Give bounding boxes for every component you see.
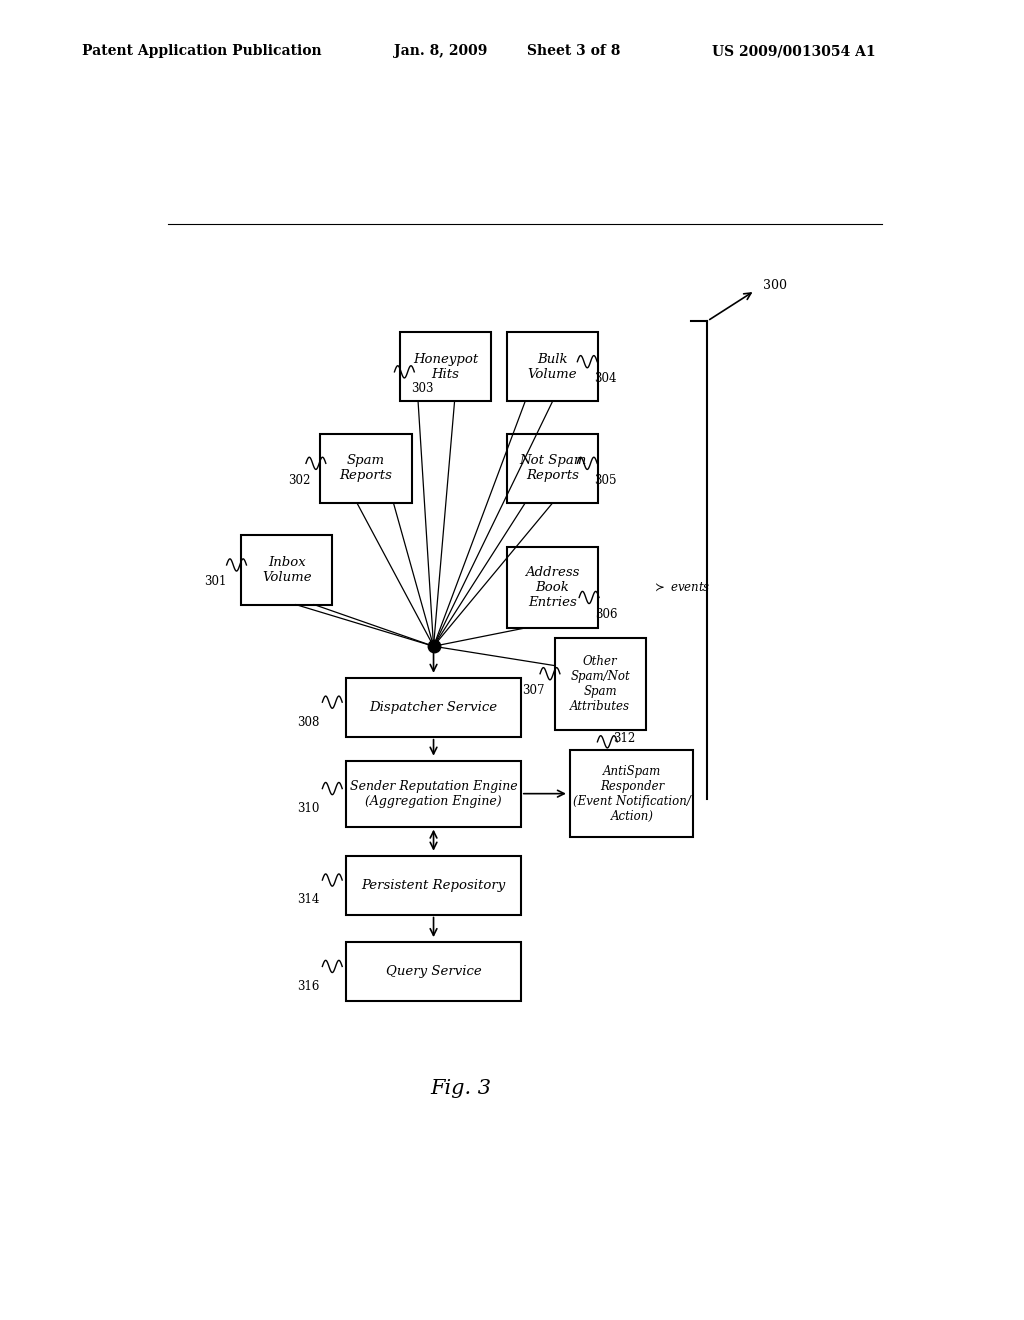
Text: 307: 307	[522, 684, 545, 697]
Text: $\succ$ events: $\succ$ events	[652, 581, 711, 594]
Bar	[346, 855, 521, 915]
Text: Other
Spam/Not
Spam
Attributes: Other Spam/Not Spam Attributes	[570, 655, 630, 713]
Text: Not Spam
Reports: Not Spam Reports	[519, 454, 587, 482]
Text: 308: 308	[297, 715, 319, 729]
Bar	[241, 536, 333, 605]
Text: 316: 316	[297, 979, 319, 993]
Bar	[346, 942, 521, 1001]
Text: 314: 314	[297, 894, 319, 907]
Text: 301: 301	[205, 576, 227, 589]
Bar	[507, 333, 598, 401]
Text: Inbox
Volume: Inbox Volume	[262, 556, 311, 583]
Text: Address
Book
Entries: Address Book Entries	[525, 566, 580, 609]
Text: Jan. 8, 2009: Jan. 8, 2009	[394, 45, 487, 58]
Bar	[555, 638, 646, 730]
Text: 312: 312	[613, 731, 636, 744]
Text: AntiSpam
Responder
(Event Notification/
Action): AntiSpam Responder (Event Notification/ …	[573, 764, 691, 822]
Text: Bulk
Volume: Bulk Volume	[527, 352, 578, 380]
Text: Query Service: Query Service	[386, 965, 481, 978]
Text: US 2009/0013054 A1: US 2009/0013054 A1	[712, 45, 876, 58]
Bar	[507, 546, 598, 628]
Text: Sender Reputation Engine
(Aggregation Engine): Sender Reputation Engine (Aggregation En…	[350, 780, 517, 808]
Text: Spam
Reports: Spam Reports	[340, 454, 392, 482]
Text: Honeypot
Hits: Honeypot Hits	[413, 352, 478, 380]
Text: 303: 303	[411, 383, 433, 395]
Bar	[346, 760, 521, 826]
Text: Patent Application Publication: Patent Application Publication	[82, 45, 322, 58]
Text: 300: 300	[763, 279, 786, 292]
Bar	[507, 434, 598, 503]
Text: 304: 304	[594, 372, 616, 385]
Text: Sheet 3 of 8: Sheet 3 of 8	[527, 45, 621, 58]
Bar	[399, 333, 492, 401]
Text: 306: 306	[596, 607, 617, 620]
Text: 305: 305	[594, 474, 616, 487]
Bar	[321, 434, 412, 503]
Text: 302: 302	[289, 474, 311, 487]
Text: Dispatcher Service: Dispatcher Service	[370, 701, 498, 714]
Bar	[570, 751, 693, 837]
Text: Fig. 3: Fig. 3	[431, 1078, 492, 1098]
Bar	[346, 677, 521, 737]
Text: 310: 310	[297, 803, 319, 814]
Text: Persistent Repository: Persistent Repository	[361, 879, 506, 891]
